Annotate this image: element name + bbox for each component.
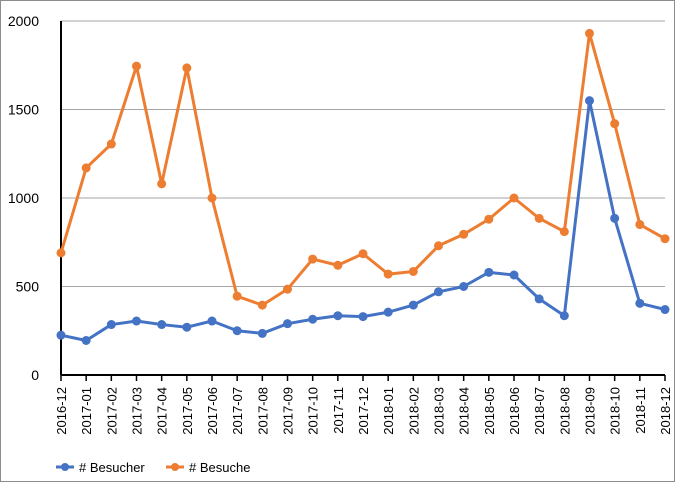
series-besuche	[56, 28, 670, 310]
data-point	[132, 316, 141, 326]
data-point	[157, 320, 167, 330]
data-point	[434, 287, 443, 297]
legend-marker	[61, 463, 69, 471]
y-tick-label: 500	[16, 279, 40, 295]
legend-marker	[171, 463, 179, 471]
data-point	[484, 267, 494, 277]
data-point	[509, 193, 519, 203]
data-point	[56, 248, 66, 258]
data-point	[257, 300, 267, 310]
data-point	[509, 270, 519, 280]
data-point	[232, 326, 242, 336]
legend-item: # Besuche	[166, 460, 250, 475]
data-point	[157, 179, 167, 189]
x-tick-label: 2017-04	[155, 387, 170, 435]
data-point	[635, 298, 645, 308]
x-tick-label: 2018-09	[583, 387, 598, 435]
axes	[60, 21, 666, 381]
data-point	[333, 311, 343, 321]
data-point	[534, 294, 544, 304]
data-point	[660, 234, 670, 244]
data-point	[434, 241, 443, 251]
x-tick-label: 2017-07	[230, 387, 245, 435]
data-point	[459, 229, 469, 239]
data-point	[610, 213, 620, 223]
data-point	[207, 316, 217, 326]
legend: # Besucher # Besuche	[56, 460, 250, 475]
data-series	[56, 28, 670, 345]
data-point	[559, 227, 569, 237]
x-tick-label: 2017-11	[331, 387, 346, 434]
data-point	[585, 96, 594, 106]
gridlines	[61, 20, 665, 287]
data-point	[358, 312, 368, 322]
data-point	[358, 249, 368, 259]
data-point	[207, 193, 217, 203]
data-point	[257, 328, 267, 338]
y-tick-label: 1000	[8, 190, 39, 206]
y-tick-label: 0	[31, 367, 39, 383]
data-point	[408, 300, 418, 310]
x-tick-label: 2018-11	[633, 387, 648, 434]
y-tick-label: 1500	[8, 102, 39, 118]
data-point	[383, 307, 393, 317]
x-tick-label: 2017-02	[104, 387, 119, 435]
data-point	[132, 61, 141, 71]
data-point	[308, 254, 318, 264]
data-point	[635, 220, 645, 230]
data-point	[333, 260, 343, 270]
x-tick-label: 2018-12	[658, 387, 673, 435]
data-point	[283, 319, 292, 329]
data-point	[534, 213, 544, 223]
legend-label: # Besuche	[189, 460, 250, 475]
x-tick-label: 2017-10	[306, 387, 321, 435]
data-point	[308, 314, 318, 324]
data-point	[484, 214, 494, 224]
x-tick-label: 2017-12	[356, 387, 371, 435]
x-tick-label: 2017-05	[180, 387, 195, 435]
y-tick-labels: 0 500 1000 1500 2000	[8, 13, 39, 383]
x-tick-label: 2018-08	[557, 387, 572, 435]
x-tick-label: 2017-09	[281, 387, 296, 435]
x-tick-label: 2017-03	[130, 387, 145, 435]
data-point	[283, 284, 292, 294]
x-tick-label: 2018-03	[432, 387, 447, 435]
series-besucher	[56, 96, 670, 345]
legend-label: # Besucher	[79, 460, 145, 475]
data-point	[81, 163, 91, 173]
x-tick-label: 2018-06	[507, 387, 522, 435]
legend-item: # Besucher	[56, 460, 145, 475]
data-point	[182, 322, 192, 332]
data-point	[610, 119, 620, 129]
y-tick-label: 2000	[8, 13, 39, 29]
x-tick-label: 2018-10	[608, 387, 623, 435]
x-tick-label: 2017-01	[79, 387, 94, 435]
x-tick-label: 2016-12	[54, 387, 69, 435]
x-tick-labels: 2016-12 2017-01 2017-02 2017-03 2017-04 2017-…	[54, 387, 673, 435]
data-point	[56, 330, 66, 340]
data-point	[106, 139, 116, 149]
x-tick-label: 2018-02	[406, 387, 421, 435]
data-point	[459, 282, 469, 291]
series-line	[59, 31, 666, 307]
x-tick-label: 2017-08	[255, 387, 270, 435]
x-tick-label: 2017-06	[205, 387, 220, 435]
data-point	[383, 269, 393, 279]
x-tick-label: 2018-04	[457, 387, 472, 435]
x-tick-label: 2018-07	[532, 387, 547, 435]
data-point	[660, 305, 670, 315]
data-point	[182, 63, 192, 73]
data-point	[585, 28, 594, 38]
x-tick-label: 2018-01	[381, 387, 396, 435]
x-tick-label: 2018-05	[482, 387, 497, 435]
data-point	[106, 320, 116, 330]
data-point	[408, 266, 418, 276]
data-point	[559, 311, 569, 321]
data-point	[232, 291, 242, 301]
data-point	[81, 335, 91, 345]
